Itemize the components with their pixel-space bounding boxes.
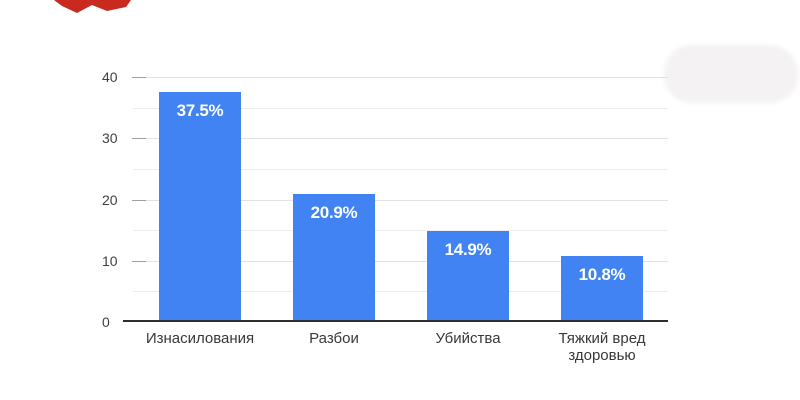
y-tick-label: 20 [102, 192, 118, 208]
y-tick-label: 0 [102, 314, 110, 330]
bar-value-label: 20.9% [310, 203, 358, 222]
bar: 10.8% [561, 256, 643, 320]
y-tick-label: 40 [102, 69, 118, 85]
bar-value-label: 14.9% [444, 240, 492, 259]
y-axis-tick [132, 77, 146, 78]
major-gridline [133, 200, 668, 201]
bar: 37.5% [159, 92, 241, 320]
x-category-label: Разбои [309, 330, 359, 347]
bar-value-label: 37.5% [176, 101, 224, 120]
y-axis-tick [132, 261, 146, 262]
red-artifact-shape [54, 0, 131, 13]
smudge-artifact [664, 45, 798, 103]
x-category-label: Тяжкий вред здоровью [558, 330, 646, 364]
bar: 14.9% [427, 231, 509, 320]
x-category-label: Изнасилования [145, 330, 255, 347]
major-gridline [133, 261, 668, 262]
minor-gridline [133, 108, 668, 109]
x-category-label: Убийства [435, 330, 501, 347]
y-axis-tick [132, 138, 146, 139]
x-axis-line [123, 320, 668, 322]
minor-gridline [133, 169, 668, 170]
red-torn-edge-artifact [54, 0, 131, 13]
major-gridline [133, 77, 668, 78]
y-tick-label: 30 [102, 130, 118, 146]
y-tick-label: 10 [102, 253, 118, 269]
bar: 20.9% [293, 194, 375, 320]
minor-gridline [133, 291, 668, 292]
major-gridline [133, 138, 668, 139]
bar-value-label: 10.8% [578, 265, 626, 284]
minor-gridline [133, 230, 668, 231]
y-axis-tick [132, 200, 146, 201]
